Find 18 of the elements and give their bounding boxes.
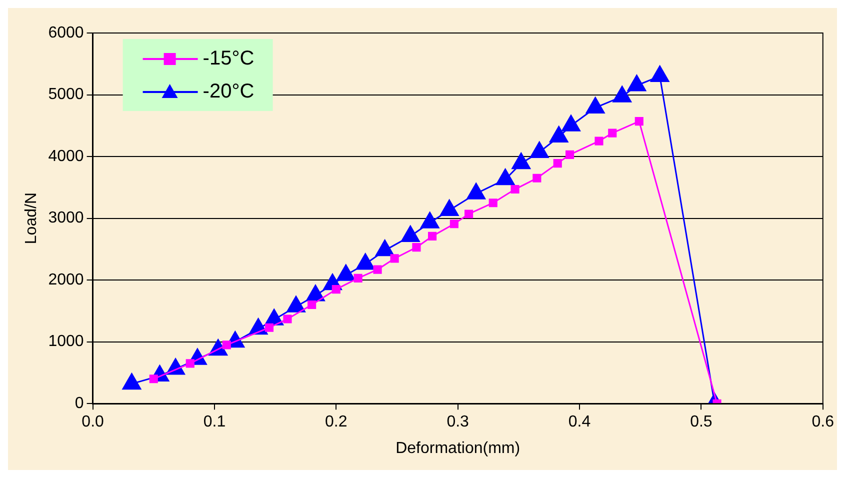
- y-tick-label: 4000: [48, 148, 84, 165]
- y-tick-label: 3000: [48, 210, 84, 227]
- x-axis-title: Deformation(mm): [396, 440, 520, 457]
- y-axis-title: Load/N: [23, 192, 40, 244]
- x-tick-label: 0.2: [325, 414, 348, 431]
- y-tick-label: 1000: [48, 333, 84, 350]
- x-tick-label: 0.6: [812, 414, 834, 431]
- x-tick-label: 0.5: [690, 414, 712, 431]
- y-tick-label: 0: [74, 395, 84, 412]
- legend-label: -20°C: [202, 80, 254, 103]
- y-tick-label: 2000: [48, 271, 84, 288]
- x-tick-label: 0.4: [568, 414, 591, 431]
- x-tick-label: 0.1: [203, 414, 226, 431]
- x-tick-label: 0.0: [82, 414, 104, 431]
- y-tick-label: 5000: [48, 86, 84, 104]
- legend-label: -15°C: [202, 48, 254, 70]
- y-tick-label: 6000: [48, 24, 84, 42]
- x-tick-label: 0.3: [446, 414, 470, 431]
